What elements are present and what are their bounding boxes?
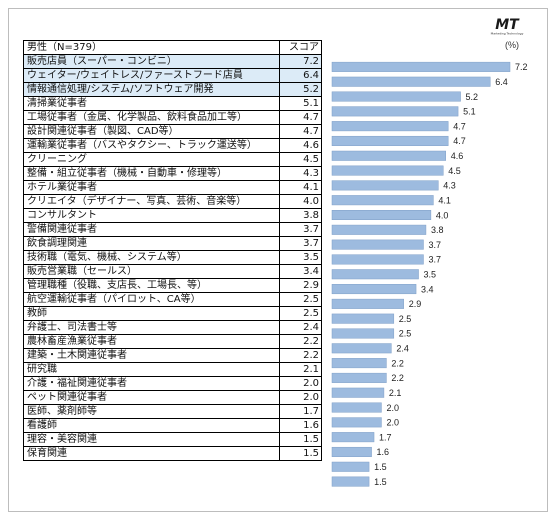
bar-value-label: 4.0 [436,210,449,220]
table-row: 建築・土木関連従事者 2.2 [23,348,322,363]
bar [331,343,392,354]
bar-value-label: 1.5 [374,462,387,472]
bar-value-label: 2.2 [391,373,404,383]
bar [331,298,404,309]
bar-value-label: 7.2 [515,62,528,72]
table-row: 工場従事者（金属、化学製品、飲料食品加工等） 4.7 [23,110,322,125]
logo-text: MT [495,17,520,33]
score-value: 4.5 [279,152,322,167]
category-label: 販売店員（スーパー・コンビニ） [23,54,280,69]
score-value: 2.5 [279,306,322,321]
bar [331,417,382,428]
table-row: 清掃業従事者 5.1 [23,96,322,111]
bar [331,106,459,117]
bar [331,476,370,487]
bar-value-label: 4.7 [453,121,466,131]
bar-value-label: 3.7 [428,240,441,250]
table-row: 情報通信処理/システム/ソフトウェア開発 5.2 [23,82,322,97]
score-value: 6.4 [279,68,322,83]
bar-value-label: 4.1 [438,195,451,205]
bar-value-label: 2.0 [386,403,399,413]
bar [331,135,449,146]
bar-value-label: 5.2 [466,92,479,102]
bar-value-label: 2.4 [396,344,409,354]
bar [331,195,434,206]
bar-value-label: 4.3 [443,181,456,191]
bar [331,358,387,369]
table-row: 販売営業職（セールス） 3.4 [23,264,322,279]
bar-value-label: 3.8 [431,225,444,235]
bar [331,239,424,250]
bar [331,210,432,220]
bar [331,180,439,191]
score-value: 7.2 [279,54,322,69]
score-value: 1.5 [279,446,322,461]
bar [331,121,449,132]
bar [331,313,395,324]
bar-value-label: 2.5 [399,329,412,339]
bar [331,150,446,161]
table-row: ウェイター/ウェイトレス/ファーストフード店員 6.4 [23,68,322,83]
bar [331,224,427,235]
score-table: 男性（N=379） スコア 販売店員（スーパー・コンビニ） 7.2 ウェイター/ウェイト… [23,40,322,461]
bar [331,402,382,413]
bar-value-label: 3.7 [428,255,441,265]
bar-value-label: 4.6 [451,151,464,161]
category-label: 保育関連 [23,446,280,461]
table-row: 教師 2.5 [23,306,322,321]
bar [331,91,461,102]
bar [331,372,387,383]
bar-value-label: 2.0 [386,418,399,428]
bar [331,387,385,398]
table-row: 販売店員（スーパー・コンビニ） 7.2 [23,54,322,69]
bar-value-label: 6.4 [495,77,508,87]
bar [331,165,444,176]
bar [331,284,417,295]
bar [331,461,370,472]
category-label: ウェイター/ウェイトレス/ファーストフード店員 [23,68,280,83]
bar [331,76,491,87]
table-header-row: 男性（N=379） スコア [23,40,322,55]
unit-label: (%) [505,40,519,50]
bar-value-label: 2.2 [391,358,404,368]
bar [331,269,419,280]
bar-value-label: 1.5 [374,477,387,487]
bar [331,432,375,443]
category-label: 情報通信処理/システム/ソフトウェア開発 [23,82,280,97]
table-row: 保育関連 1.5 [23,446,322,461]
bar-value-label: 2.5 [399,314,412,324]
bar-value-label: 2.9 [409,299,422,309]
table-row: 整備・組立従事者（機械・自動車・修理等） 4.3 [23,166,322,181]
bar-value-label: 3.4 [421,284,434,294]
bar-value-label: 5.1 [463,107,476,117]
score-value: 4.7 [279,124,322,139]
bar-value-label: 1.6 [377,447,390,457]
bar-value-label: 4.7 [453,136,466,146]
bar-value-label: 1.7 [379,432,392,442]
logo-subtext: Marketing Technology [491,32,524,36]
bar-value-label: 3.5 [424,270,437,280]
bar [331,446,372,457]
bar-value-label: 2.1 [389,388,402,398]
bar [331,254,424,265]
bar [331,328,395,339]
bar [331,61,511,72]
mt-logo: MT Marketing Technology [491,17,524,36]
bar-value-label: 4.5 [448,166,461,176]
